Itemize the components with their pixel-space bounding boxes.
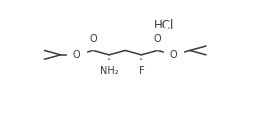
Text: O: O (89, 34, 97, 44)
Text: O: O (154, 34, 161, 44)
Text: NH₂: NH₂ (100, 66, 118, 76)
Text: HCl: HCl (154, 19, 174, 31)
Text: O: O (73, 50, 81, 60)
Text: O: O (170, 50, 178, 60)
Text: F: F (139, 66, 144, 76)
